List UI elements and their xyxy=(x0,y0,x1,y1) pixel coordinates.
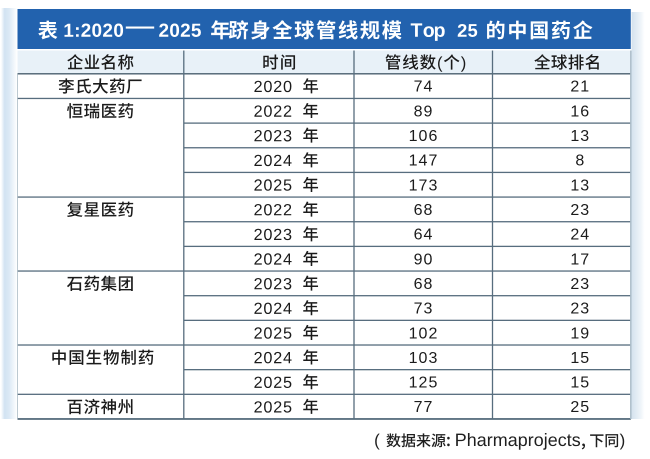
svg-text:25: 25 xyxy=(570,399,590,416)
svg-text:173: 173 xyxy=(409,177,439,194)
svg-text:77: 77 xyxy=(414,399,434,416)
svg-text:13: 13 xyxy=(570,177,590,194)
svg-text:19: 19 xyxy=(570,325,590,342)
svg-text:74: 74 xyxy=(414,79,434,96)
svg-text:125: 125 xyxy=(409,375,439,392)
svg-text:13: 13 xyxy=(570,128,590,145)
svg-text:89: 89 xyxy=(414,103,434,120)
svg-text:24: 24 xyxy=(570,227,590,244)
svg-text:103: 103 xyxy=(409,350,439,367)
svg-text:68: 68 xyxy=(414,202,434,219)
svg-text:102: 102 xyxy=(409,325,439,342)
svg-text:90: 90 xyxy=(414,251,434,268)
svg-text:15: 15 xyxy=(570,375,590,392)
svg-text:23: 23 xyxy=(570,301,590,318)
svg-text:23: 23 xyxy=(570,202,590,219)
svg-text:21: 21 xyxy=(570,79,590,96)
svg-text:68: 68 xyxy=(414,276,434,293)
svg-text:64: 64 xyxy=(414,227,434,244)
svg-text:8: 8 xyxy=(575,153,585,170)
svg-text:15: 15 xyxy=(570,350,590,367)
svg-text:73: 73 xyxy=(414,301,434,318)
svg-text:147: 147 xyxy=(409,153,439,170)
svg-text:17: 17 xyxy=(570,251,590,268)
svg-text:23: 23 xyxy=(570,276,590,293)
svg-text:106: 106 xyxy=(409,128,439,145)
svg-text:16: 16 xyxy=(570,103,590,120)
